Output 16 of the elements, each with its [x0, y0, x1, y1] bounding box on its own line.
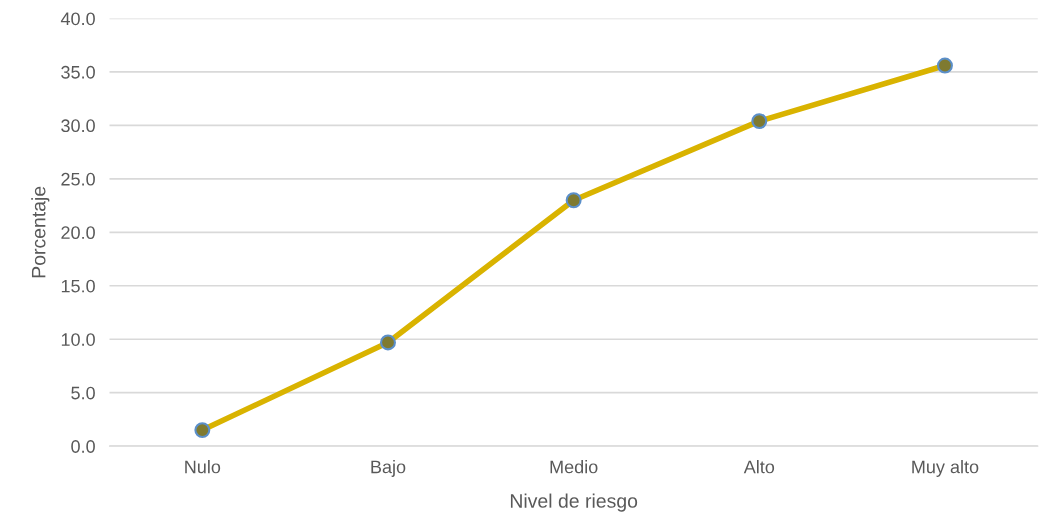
y-axis-title: Porcentaje	[31, 186, 50, 278]
y-tick-label: 0.0	[71, 440, 95, 453]
y-tick-label: 10.0	[61, 333, 95, 346]
y-tick-label: 35.0	[61, 65, 95, 79]
x-tick-label: Bajo	[371, 460, 406, 477]
y-tick-label: 15.0	[61, 279, 95, 293]
x-axis-title: Nivel de riesgo	[510, 493, 638, 512]
x-tick-label: Medio	[550, 460, 598, 474]
y-tick-label: 20.0	[61, 226, 95, 240]
y-tick-label: 30.0	[61, 119, 95, 133]
x-tick-label: Alto	[743, 460, 775, 474]
y-tick-label: 25.0	[61, 172, 95, 186]
y-tick-label: 5.0	[71, 386, 95, 400]
x-tick-label: Nulo	[185, 460, 221, 474]
y-tick-label: 40.0	[60, 12, 95, 26]
x-tick-label: Muy alto	[912, 460, 979, 477]
